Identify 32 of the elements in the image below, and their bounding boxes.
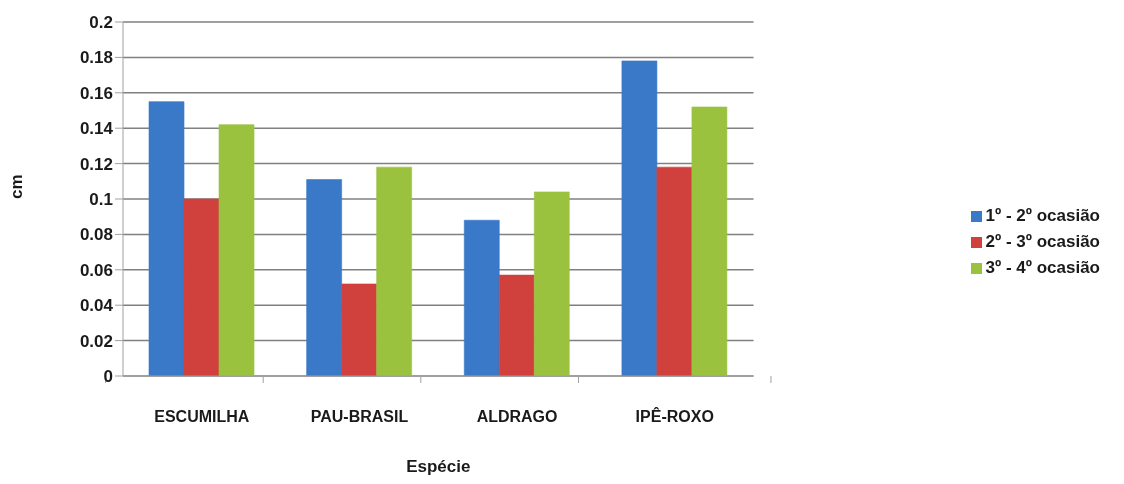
y-tick-label: 0.02 — [79, 331, 113, 351]
legend-label: 2º - 3º ocasião — [985, 232, 1100, 251]
y-tick-label: 0.04 — [79, 296, 114, 316]
bar — [621, 60, 658, 376]
y-tick-label: 0.08 — [79, 225, 113, 245]
x-tick-label: PAU-BRASIL — [310, 407, 409, 425]
bar — [533, 191, 570, 376]
x-tick-label: IPÊ-ROXO — [635, 406, 714, 425]
legend-label: 1º - 2º ocasião — [985, 206, 1100, 225]
legend-label: 3º - 4º ocasião — [985, 258, 1100, 277]
bar — [183, 198, 220, 376]
y-tick-label: 0.1 — [89, 190, 113, 210]
bar — [148, 101, 185, 376]
y-tick-label: 0.06 — [79, 260, 113, 280]
y-tick-label: 0.18 — [79, 48, 113, 68]
x-tick-label: ESCUMILHA — [154, 407, 250, 425]
bar — [218, 124, 255, 376]
x-axis-title: Espécie — [406, 457, 471, 476]
bar — [656, 166, 693, 376]
bar — [498, 274, 535, 376]
bar — [691, 106, 728, 376]
y-tick-label: 0.14 — [79, 119, 114, 139]
bar — [463, 219, 500, 376]
y-tick-label: 0 — [103, 367, 113, 387]
bar — [306, 179, 343, 376]
bar — [376, 166, 413, 376]
x-tick-label: ALDRAGO — [476, 407, 558, 425]
y-axis-title: cm — [7, 174, 27, 199]
y-tick-label: 0.2 — [89, 13, 113, 33]
y-tick-label: 0.12 — [79, 154, 113, 174]
bar — [341, 283, 378, 376]
y-tick-label: 0.16 — [79, 83, 113, 103]
